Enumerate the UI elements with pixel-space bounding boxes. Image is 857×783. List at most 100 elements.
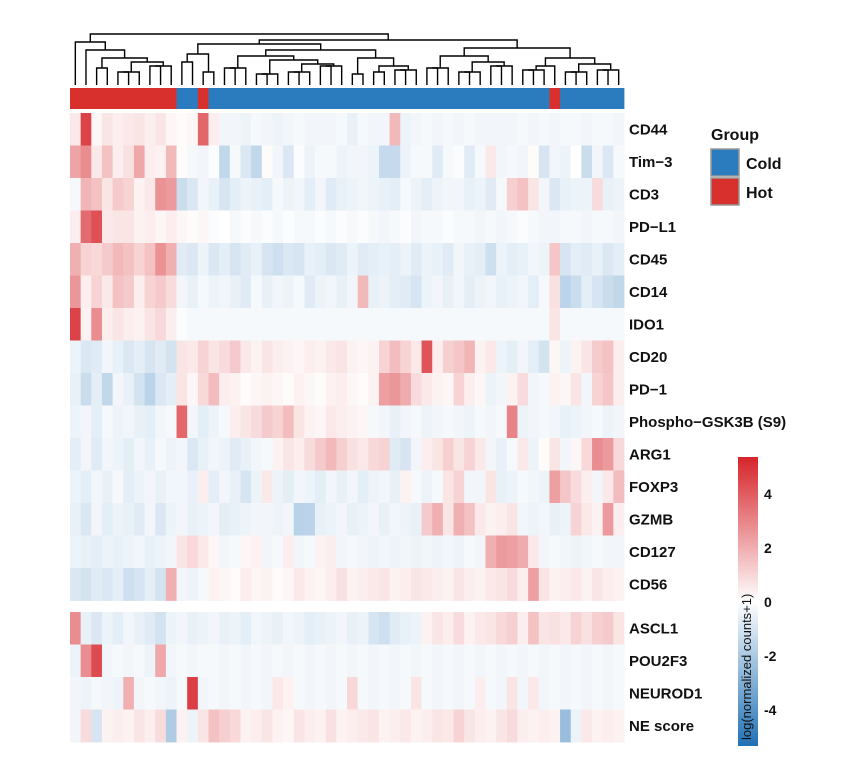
heatmap-cell — [219, 470, 231, 504]
heatmap-cell — [91, 644, 103, 678]
group-cell — [570, 88, 582, 109]
heatmap-cell — [474, 340, 486, 374]
heatmap-cell — [560, 373, 572, 406]
heatmap-cell — [176, 145, 188, 179]
colorbar-tick: 4 — [764, 486, 772, 502]
heatmap-cell — [293, 113, 305, 146]
heatmap-cell — [315, 145, 327, 179]
heatmap-cell — [144, 113, 156, 146]
heatmap-cell — [70, 535, 82, 569]
group-cell — [410, 88, 422, 109]
heatmap-cell — [560, 275, 572, 309]
heatmap-cell — [336, 612, 348, 645]
heatmap-cell — [91, 568, 103, 601]
heatmap-cell — [581, 178, 593, 211]
group-cell — [197, 88, 209, 109]
heatmap-cell — [144, 677, 156, 710]
heatmap-cell — [208, 677, 220, 710]
heatmap-cell — [538, 373, 550, 406]
heatmap-cell — [293, 612, 305, 645]
heatmap-cell — [91, 373, 103, 406]
heatmap-cell — [357, 243, 369, 276]
heatmap-cell — [592, 503, 604, 536]
heatmap-cell — [70, 308, 82, 341]
heatmap-cell — [442, 677, 454, 710]
heatmap-cell — [219, 612, 231, 645]
heatmap-cell — [101, 178, 114, 211]
heatmap-cell — [229, 275, 241, 309]
heatmap-cell — [613, 677, 625, 710]
heatmap-cell — [368, 438, 380, 471]
heatmap-cell — [219, 503, 231, 536]
heatmap-cell — [176, 210, 188, 244]
heatmap-cell — [485, 644, 497, 678]
group-cell — [400, 88, 412, 109]
heatmap-cell — [496, 405, 508, 439]
heatmap-cell — [187, 677, 199, 710]
heatmap-cell — [176, 178, 188, 211]
heatmap-cell — [112, 535, 124, 569]
heatmap-cell — [261, 438, 273, 471]
heatmap-cell — [283, 145, 295, 179]
heatmap-cell — [197, 612, 209, 645]
heatmap-cell — [315, 243, 327, 276]
heatmap-cell — [602, 113, 614, 146]
heatmap-cell — [432, 612, 444, 645]
heatmap-cell — [592, 709, 604, 743]
heatmap-cell — [70, 113, 82, 146]
heatmap-cell — [315, 373, 327, 406]
heatmap-cell — [325, 535, 337, 569]
group-cell — [528, 88, 540, 109]
heatmap-cell — [357, 438, 369, 471]
heatmap-cell — [240, 438, 252, 471]
heatmap-cell — [506, 145, 518, 179]
heatmap-cell — [208, 340, 220, 374]
heatmap-cell — [315, 210, 327, 244]
heatmap-cell — [368, 709, 380, 743]
heatmap-cell — [421, 243, 433, 276]
heatmap-cell — [144, 612, 156, 645]
heatmap-cell — [283, 243, 295, 276]
heatmap-cell — [123, 503, 135, 536]
heatmap-cell — [357, 145, 369, 179]
heatmap-cell — [251, 178, 263, 211]
heatmap-cell — [453, 405, 465, 439]
heatmap-cell — [155, 308, 167, 341]
heatmap-cell — [165, 568, 177, 601]
dendrogram-branch — [181, 61, 194, 85]
heatmap-cell — [70, 568, 82, 601]
heatmap-cell — [133, 178, 145, 211]
heatmap-cell — [304, 535, 316, 569]
heatmap-cell — [347, 709, 359, 743]
heatmap-cell — [261, 178, 273, 211]
heatmap-cell — [187, 373, 199, 406]
heatmap-cell — [283, 568, 295, 601]
heatmap-cell — [464, 438, 476, 471]
heatmap-cell — [506, 340, 518, 374]
heatmap-cell — [570, 503, 582, 536]
heatmap-cell — [112, 145, 124, 179]
heatmap-cell — [432, 340, 444, 374]
heatmap-cell — [400, 210, 412, 244]
heatmap-cell — [325, 210, 337, 244]
heatmap-cell — [293, 677, 305, 710]
heatmap-cell — [549, 405, 561, 439]
heatmap-cell — [517, 340, 529, 374]
heatmap-cell — [421, 709, 433, 743]
heatmap-cell — [91, 210, 103, 244]
heatmap-cell — [304, 568, 316, 601]
heatmap-cell — [581, 308, 593, 341]
heatmap-cell — [315, 677, 327, 710]
heatmap-cell — [357, 275, 369, 309]
heatmap-cell — [133, 308, 145, 341]
heatmap-cell — [123, 243, 135, 276]
heatmap-cell — [251, 405, 263, 439]
heatmap-cell — [528, 113, 540, 146]
group-cell — [464, 88, 476, 109]
heatmap-cell — [261, 113, 273, 146]
heatmap-cell — [219, 405, 231, 439]
heatmap-cell — [400, 535, 412, 569]
heatmap-cell — [219, 210, 231, 244]
heatmap-cell — [464, 644, 476, 678]
heatmap-cell — [602, 405, 614, 439]
